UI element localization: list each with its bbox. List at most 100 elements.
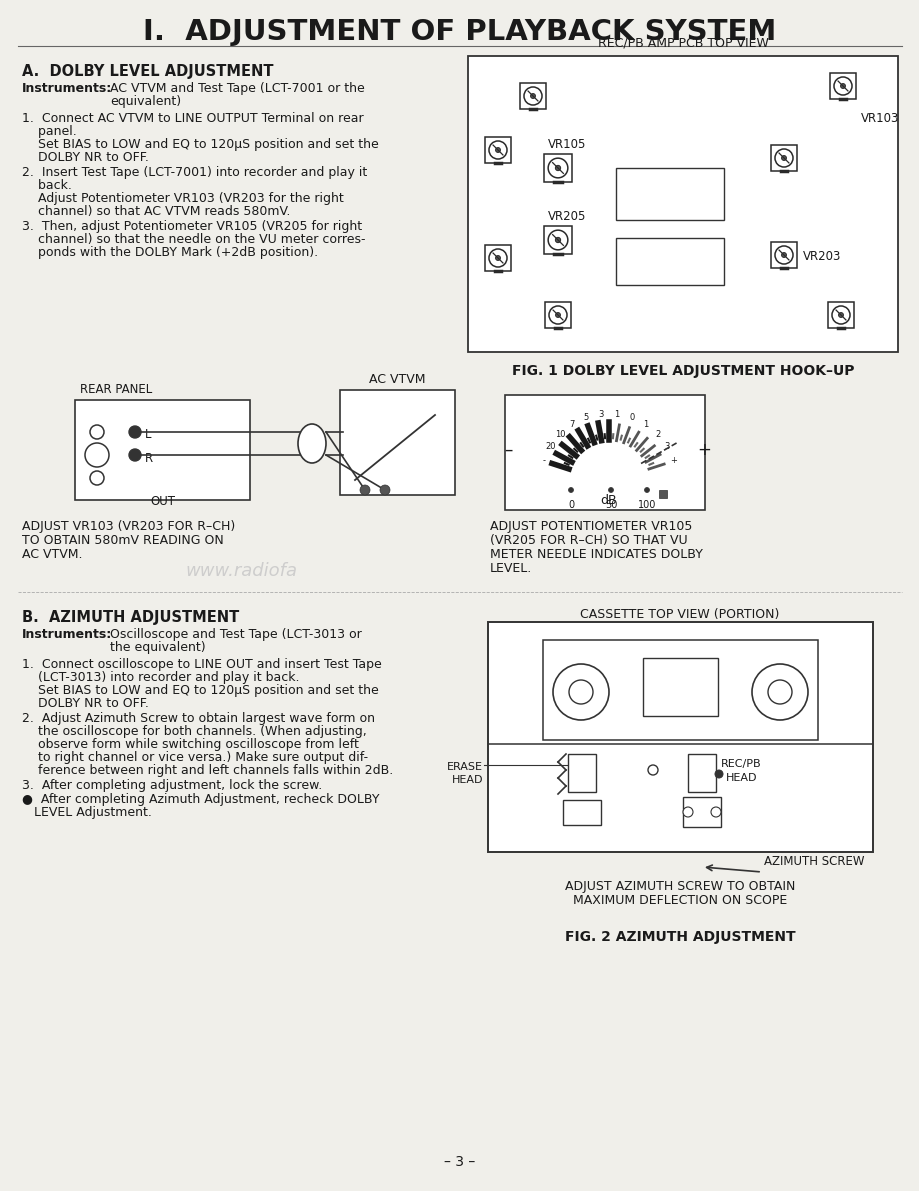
Text: B.  AZIMUTH ADJUSTMENT: B. AZIMUTH ADJUSTMENT: [22, 610, 239, 625]
Text: Instruments:: Instruments:: [22, 628, 112, 641]
Circle shape: [781, 252, 786, 257]
Text: +: +: [670, 456, 676, 466]
Bar: [75, 400, 250, 500]
Bar: [485, 137, 510, 163]
Bar: [544, 154, 572, 182]
Bar: [616, 168, 723, 220]
Text: –: –: [505, 441, 513, 459]
Text: HEAD: HEAD: [451, 775, 482, 785]
Text: the oscilloscope for both channels. (When adjusting,: the oscilloscope for both channels. (Whe…: [22, 725, 367, 738]
Text: 1: 1: [642, 420, 648, 429]
Circle shape: [555, 166, 560, 170]
Circle shape: [548, 230, 567, 250]
Bar: [567, 754, 596, 792]
Circle shape: [644, 487, 649, 493]
Text: ADJUST AZIMUTH SCREW TO OBTAIN: ADJUST AZIMUTH SCREW TO OBTAIN: [564, 880, 794, 893]
Bar: [545, 303, 570, 328]
Text: equivalent): equivalent): [110, 95, 181, 108]
Ellipse shape: [298, 424, 325, 463]
Circle shape: [714, 771, 722, 778]
Text: VR203: VR203: [802, 250, 841, 263]
Text: 3: 3: [664, 442, 669, 451]
Text: HEAD: HEAD: [725, 773, 756, 782]
Text: channel) so that the needle on the VU meter corres-: channel) so that the needle on the VU me…: [22, 233, 365, 247]
Text: FIG. 1 DOLBY LEVEL ADJUSTMENT HOOK–UP: FIG. 1 DOLBY LEVEL ADJUSTMENT HOOK–UP: [511, 364, 854, 378]
Text: +: +: [697, 441, 710, 459]
Text: R: R: [145, 453, 153, 464]
Text: REC/PB: REC/PB: [720, 759, 761, 769]
Bar: [340, 389, 455, 495]
Circle shape: [530, 94, 535, 99]
Text: www.radiofa: www.radiofa: [185, 562, 297, 580]
Text: MAXIMUM DEFLECTION ON SCOPE: MAXIMUM DEFLECTION ON SCOPE: [573, 894, 787, 908]
Text: 20: 20: [545, 442, 555, 451]
Text: -: -: [542, 456, 545, 466]
Circle shape: [834, 77, 851, 95]
Text: the equivalent): the equivalent): [110, 641, 206, 654]
Bar: [562, 800, 600, 825]
Circle shape: [831, 306, 849, 324]
Text: Instruments:: Instruments:: [22, 82, 112, 95]
Text: (VR205 FOR R–CH) SO THAT VU: (VR205 FOR R–CH) SO THAT VU: [490, 534, 686, 547]
Circle shape: [90, 470, 104, 485]
Circle shape: [781, 156, 786, 161]
Text: METER NEEDLE INDICATES DOLBY: METER NEEDLE INDICATES DOLBY: [490, 548, 702, 561]
Text: REAR PANEL: REAR PANEL: [80, 384, 152, 395]
Text: ERASE: ERASE: [447, 762, 482, 772]
Circle shape: [840, 83, 845, 88]
Bar: [827, 303, 853, 328]
Circle shape: [682, 807, 692, 817]
Bar: [770, 242, 796, 268]
Text: ADJUST POTENTIOMETER VR105: ADJUST POTENTIOMETER VR105: [490, 520, 692, 534]
Text: VR105: VR105: [548, 138, 585, 151]
Circle shape: [767, 680, 791, 704]
Circle shape: [90, 425, 104, 439]
Text: CASSETTE TOP VIEW (PORTION): CASSETTE TOP VIEW (PORTION): [580, 607, 778, 621]
Bar: [658, 490, 666, 498]
Bar: [505, 395, 704, 510]
Circle shape: [85, 443, 108, 467]
Text: Set BIAS to LOW and EQ to 120μS position and set the: Set BIAS to LOW and EQ to 120μS position…: [22, 684, 379, 697]
Text: observe form while switching oscilloscope from left: observe form while switching oscilloscop…: [22, 738, 358, 752]
Bar: [642, 657, 717, 716]
Text: channel) so that AC VTVM reads 580mV.: channel) so that AC VTVM reads 580mV.: [22, 205, 290, 218]
Circle shape: [129, 449, 141, 461]
Text: ●  After completing Azimuth Adjustment, recheck DOLBY: ● After completing Azimuth Adjustment, r…: [22, 793, 380, 806]
Text: DOLBY NR to OFF.: DOLBY NR to OFF.: [22, 151, 149, 164]
Bar: [542, 640, 817, 740]
Bar: [687, 754, 715, 792]
Text: 3.  After completing adjustment, lock the screw.: 3. After completing adjustment, lock the…: [22, 779, 322, 792]
Text: 5: 5: [583, 413, 588, 423]
Text: Set BIAS to LOW and EQ to 120μS position and set the: Set BIAS to LOW and EQ to 120μS position…: [22, 138, 379, 151]
Text: REC/PB AMP PCB TOP VIEW: REC/PB AMP PCB TOP VIEW: [597, 37, 767, 50]
Circle shape: [607, 487, 613, 493]
Bar: [485, 245, 510, 270]
Circle shape: [710, 807, 720, 817]
Circle shape: [838, 312, 843, 318]
Circle shape: [129, 426, 141, 438]
Text: AC VTVM and Test Tape (LCT-7001 or the: AC VTVM and Test Tape (LCT-7001 or the: [110, 82, 364, 95]
Text: to right channel or vice versa.) Make sure output dif-: to right channel or vice versa.) Make su…: [22, 752, 368, 763]
Text: AC VTVM.: AC VTVM.: [22, 548, 83, 561]
Circle shape: [495, 256, 500, 261]
Text: I.  ADJUSTMENT OF PLAYBACK SYSTEM: I. ADJUSTMENT OF PLAYBACK SYSTEM: [143, 18, 776, 46]
Circle shape: [555, 312, 560, 318]
Circle shape: [568, 680, 593, 704]
Text: 2.  Adjust Azimuth Screw to obtain largest wave form on: 2. Adjust Azimuth Screw to obtain larges…: [22, 712, 375, 725]
Circle shape: [548, 158, 567, 177]
Text: panel.: panel.: [22, 125, 76, 138]
Text: 3: 3: [598, 410, 603, 419]
Text: ference between right and left channels falls within 2dB.: ference between right and left channels …: [22, 763, 392, 777]
Text: – 3 –: – 3 –: [444, 1155, 475, 1170]
Text: AZIMUTH SCREW: AZIMUTH SCREW: [763, 855, 864, 868]
Text: 50: 50: [604, 500, 617, 510]
Bar: [682, 797, 720, 827]
Text: Adjust Potentiometer VR103 (VR203 for the right: Adjust Potentiometer VR103 (VR203 for th…: [22, 192, 344, 205]
Text: 7: 7: [569, 420, 574, 429]
Circle shape: [380, 485, 390, 495]
Circle shape: [774, 149, 792, 167]
Text: VR103: VR103: [860, 112, 899, 125]
Bar: [616, 238, 723, 285]
Text: 2: 2: [654, 430, 660, 439]
Text: LEVEL Adjustment.: LEVEL Adjustment.: [22, 806, 152, 819]
